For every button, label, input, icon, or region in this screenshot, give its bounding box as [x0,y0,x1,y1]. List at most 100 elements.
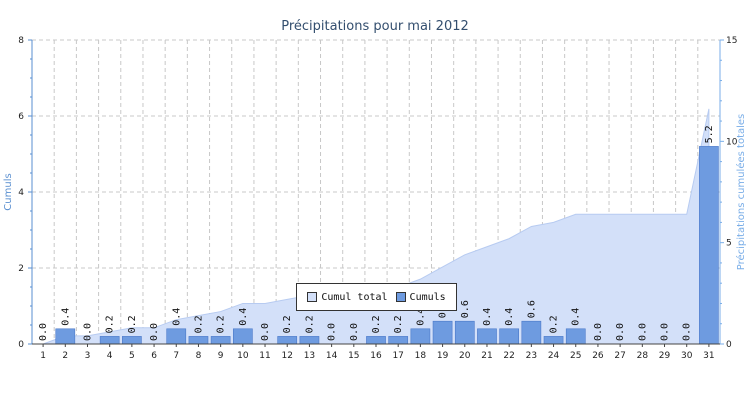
x-tick-label: 5 [129,351,135,361]
x-tick-label: 10 [237,351,249,361]
x-tick-label: 29 [659,351,671,361]
bar-value-label: 0.6 [460,300,471,318]
bar-value-label: 0.0 [349,323,360,341]
bar-value-labels: 0.0 0.4 0.0 0.2 0.2 0.0 0.4 0.2 0.2 0.4 0.0 0.2 0.2 0… [38,125,715,341]
bar-day-8 [188,336,209,345]
bar-day-18 [410,328,431,345]
x-tick-label: 28 [637,351,649,361]
legend-label: Cumul total [321,291,388,303]
x-tick-label: 6 [151,351,157,361]
bar-value-label: 5.2 [704,125,715,143]
bar-value-label: 0.2 [393,315,404,333]
bar-day-17 [388,336,409,345]
bar-day-5 [122,336,142,345]
bar-value-label: 0.4 [60,308,71,326]
y-right-tick-label: 15 [726,36,737,46]
bar-day-20 [454,320,475,345]
bar-value-label: 0.0 [637,323,648,341]
legend-swatch-bar [395,292,406,302]
y-left-tick-label: 6 [18,112,24,122]
x-tick-label: 25 [570,351,581,361]
x-tick-label: 23 [526,351,537,361]
bar-value-label: 0.2 [216,315,227,333]
bar-value-label: 0.0 [260,323,271,341]
x-tick-label: 21 [481,351,492,361]
daily-bars-series [55,146,719,345]
x-tick-label: 20 [459,351,471,361]
bar-value-label: 0.4 [171,308,182,326]
x-tick-label: 22 [503,351,514,361]
y-right-tick-label: 10 [726,137,738,147]
bar-value-label: 0.2 [304,315,315,333]
bar-day-7 [166,328,187,345]
bar-day-4 [99,336,120,345]
x-tick-label: 16 [370,351,382,361]
bar-day-10 [232,328,253,345]
bar-value-label: 0.0 [38,323,49,341]
bar-day-9 [210,336,231,345]
x-tick-label: 30 [681,351,693,361]
y-left-tick-label: 8 [18,36,24,46]
x-tick-label: 8 [196,351,202,361]
bar-value-label: 0.6 [526,300,537,318]
y-left-tick-label: 4 [18,188,24,198]
bar-value-label: 0.2 [282,315,293,333]
x-tick-label: 19 [437,351,449,361]
bar-value-label: 0.0 [82,323,93,341]
legend: Cumul total Cumuls [296,283,457,311]
bar-day-12 [277,336,298,345]
x-tick-label: 11 [259,351,270,361]
bar-day-16 [366,336,386,345]
bar-day-23 [521,320,542,345]
bar-value-label: 0.2 [105,315,116,333]
legend-item-cumul-total: Cumul total [307,291,388,303]
bar-value-label: 0.0 [660,323,671,341]
bar-value-label: 0.0 [682,323,693,341]
bar-day-13 [299,336,320,345]
x-tick-label: 14 [326,351,338,361]
bar-value-label: 0.0 [615,323,626,341]
bar-value-label: 0.2 [371,315,382,333]
bar-value-label: 0.0 [327,323,338,341]
bar-day-31 [699,146,719,345]
x-tick-label: 1 [40,351,46,361]
bar-value-label: 0.4 [504,308,515,326]
x-tick-label: 3 [85,351,91,361]
bar-value-label: 0.2 [127,315,138,333]
bar-value-label: 0.4 [482,308,493,326]
legend-item-cumuls: Cumuls [395,291,446,303]
bar-value-label: 0.4 [571,308,582,326]
bar-value-label: 0.4 [238,308,249,326]
x-tick-label: 18 [415,351,427,361]
y-left-tick-label: 0 [18,340,24,350]
y-right-tick-label: 5 [726,239,732,249]
chart-title: Précipitations pour mai 2012 [281,19,469,34]
bar-day-24 [543,336,564,345]
x-tick-label: 24 [548,351,560,361]
x-tick-label: 15 [348,351,359,361]
bar-value-label: 0.2 [549,315,560,333]
x-tick-label: 26 [592,351,604,361]
x-tick-label: 7 [173,351,179,361]
bar-day-21 [477,328,497,345]
bar-value-label: 0.0 [593,323,604,341]
y-axis-right-label: Précipitations cumulées totales [735,114,747,271]
x-tick-label: 4 [107,351,113,361]
bar-value-label: 0.4 [415,308,426,326]
x-tick-label: 2 [62,351,68,361]
bar-day-25 [565,328,586,345]
legend-swatch-area [307,292,318,302]
y-axis-left-label: Cumuls [3,173,14,210]
x-tick-label: 17 [392,351,403,361]
x-tick-label: 9 [218,351,224,361]
x-tick-label: 31 [703,351,714,361]
bar-value-label: 0.2 [193,315,204,333]
bar-day-19 [432,320,453,345]
bar-day-22 [499,328,520,345]
y-right-tick-label: 0 [726,340,732,350]
x-tick-label: 12 [281,351,292,361]
x-tick-label: 13 [304,351,315,361]
legend-label: Cumuls [409,291,446,303]
